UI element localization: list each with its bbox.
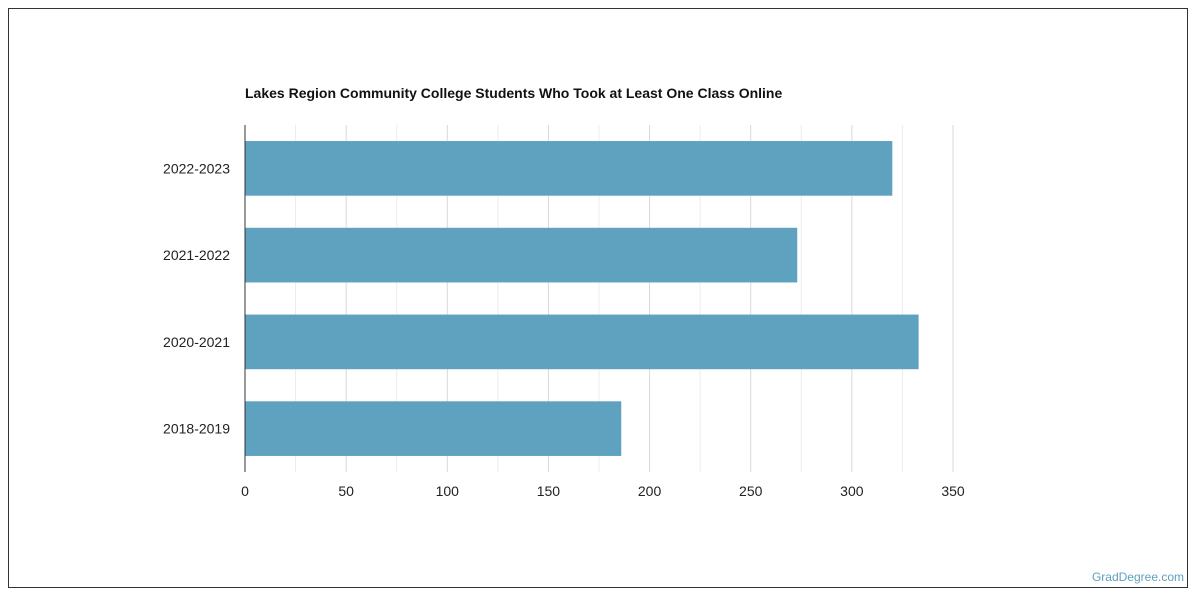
bars [245,141,919,456]
bar-2021-2022 [245,227,798,283]
watermark-link[interactable]: GradDegree.com [1091,570,1184,584]
y-tick-label: 2022-2023 [163,160,230,176]
bar-2018-2019 [245,401,622,456]
chart-title: Lakes Region Community College Students … [245,85,783,101]
chart-frame [8,8,1188,588]
x-tick-label: 200 [638,483,662,499]
x-tick-label: 150 [537,483,561,499]
x-tick-label: 300 [840,483,864,499]
x-tick-label: 50 [338,483,354,499]
tick-labels: 2022-2023 2021-2022 2020-2021 2018-2019 0 50 1… [163,160,965,499]
x-tick-label: 0 [241,483,249,499]
y-tick-label: 2018-2019 [163,421,230,437]
x-tick-label: 350 [941,483,965,499]
y-tick-label: 2020-2021 [163,334,230,350]
y-tick-label: 2021-2022 [163,247,230,263]
x-tick-label: 100 [436,483,460,499]
x-tick-label: 250 [739,483,763,499]
bar-2020-2021 [245,314,919,370]
bar-2022-2023 [245,141,893,196]
